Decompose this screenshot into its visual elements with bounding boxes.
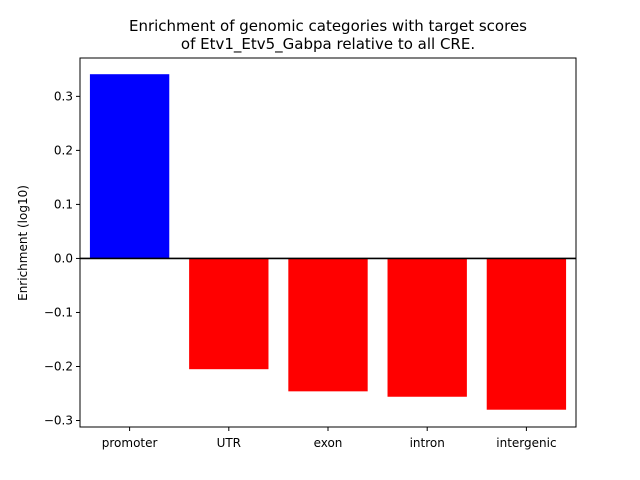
y-tick-label: 0.2 <box>54 143 73 157</box>
bar-intron <box>387 258 467 397</box>
x-ticks-group: promoter UTR exon intron intergenic <box>102 427 557 450</box>
x-tick-label-exon: exon <box>314 436 343 450</box>
x-tick-label-UTR: UTR <box>217 436 241 450</box>
x-tick-label-promoter: promoter <box>102 436 158 450</box>
chart-title-line-2: of Etv1_Etv5_Gabpa relative to all CRE. <box>180 35 476 53</box>
y-ticks-group: −0.3 −0.2 −0.1 0.0 0.1 0.2 0.3 <box>44 89 80 428</box>
chart-title-line-1: Enrichment of genomic categories with ta… <box>128 17 527 35</box>
y-tick-label: 0.0 <box>54 251 73 265</box>
y-tick-label: 0.3 <box>54 89 73 103</box>
bar-promoter <box>89 74 170 259</box>
bar-exon <box>288 258 368 392</box>
plot-frame <box>79 57 577 428</box>
bars-group <box>89 74 567 410</box>
bar-intergenic <box>486 258 567 410</box>
y-tick-label: 0.1 <box>54 197 73 211</box>
x-tick-label-intergenic: intergenic <box>496 436 556 450</box>
x-tick-label-intron: intron <box>410 436 445 450</box>
y-tick-label: −0.1 <box>44 305 73 319</box>
y-tick-label: −0.2 <box>44 359 73 373</box>
y-tick-label: −0.3 <box>44 414 73 428</box>
bar-UTR <box>189 258 269 370</box>
